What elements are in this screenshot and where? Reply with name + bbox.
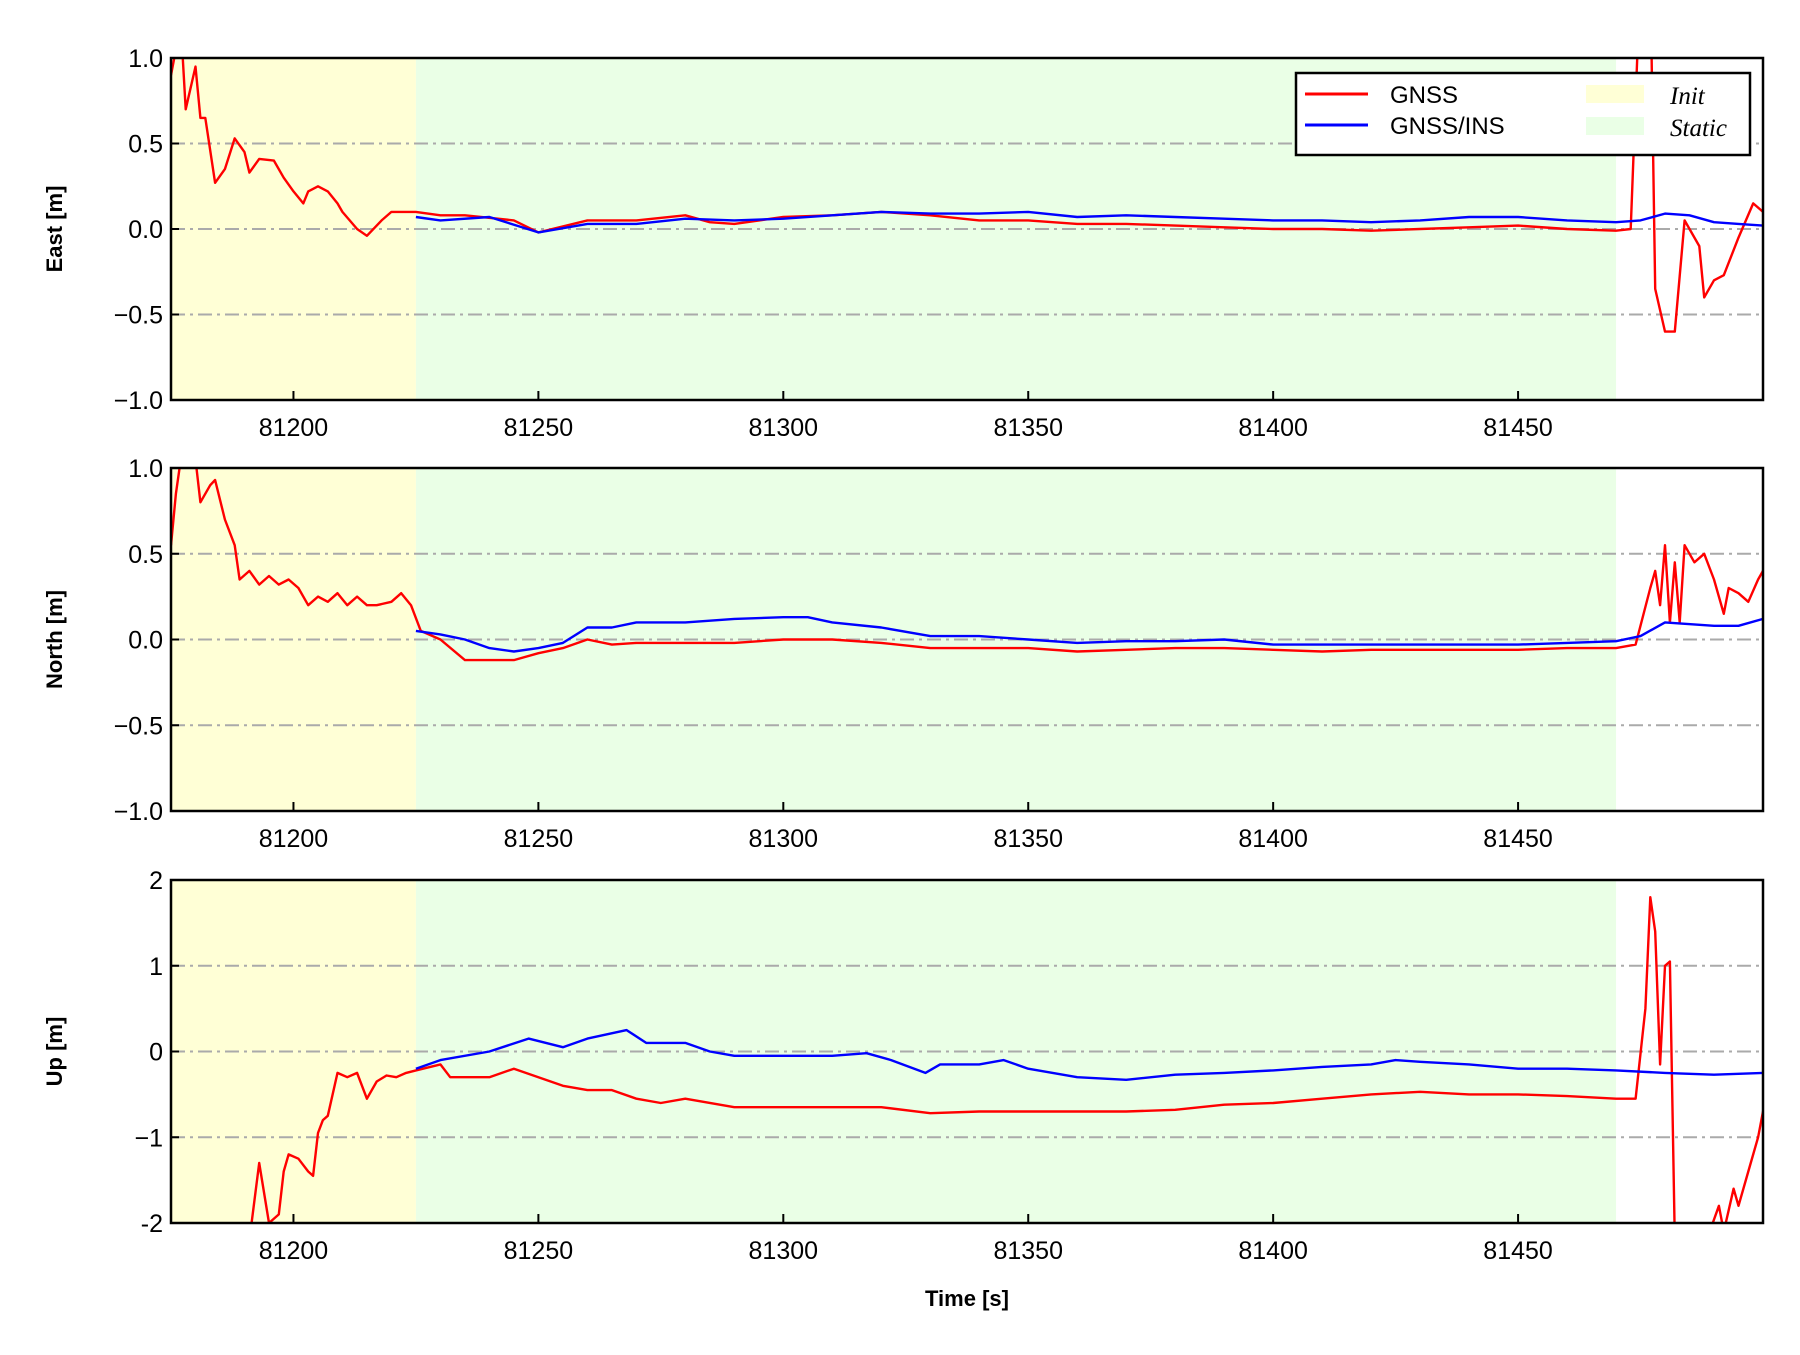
y-tick-label: −0.5 xyxy=(114,302,163,330)
axes-frame xyxy=(169,56,1765,402)
y-tick-label: −1 xyxy=(134,1124,163,1152)
x-tick-label: 81250 xyxy=(504,825,574,853)
x-tick-label: 81200 xyxy=(259,1237,329,1265)
y-axis-label: North [m] xyxy=(42,590,67,689)
x-tick-label: 81300 xyxy=(749,825,819,853)
x-tick-label: 81400 xyxy=(1238,1237,1308,1265)
y-axis-label: Up [m] xyxy=(42,1017,67,1087)
legend-frame xyxy=(1294,71,1752,157)
y-tick-label: 1.0 xyxy=(128,455,163,483)
y-axis-label: East [m] xyxy=(42,186,67,273)
y-tick-label: 0.0 xyxy=(128,216,163,244)
x-tick-label: 81400 xyxy=(1238,414,1308,442)
panel-1: 1.0 0.5 0.0 −0.5 −1.0 81200 81250 81300 81350 814… xyxy=(42,455,1765,853)
axes-frame xyxy=(169,466,1765,813)
y-tick-label: −1.0 xyxy=(114,387,163,415)
y-tick-label: 1.0 xyxy=(128,45,163,73)
x-tick-label: 81450 xyxy=(1483,414,1553,442)
x-tick-label: 81450 xyxy=(1483,825,1553,853)
y-tick-label: 0.0 xyxy=(128,627,163,655)
series-gnss xyxy=(171,58,1763,333)
y-tick-label: 2 xyxy=(149,867,163,895)
x-tick-label: 81450 xyxy=(1483,1237,1553,1265)
legend-gnss-label: GNSS xyxy=(1390,82,1458,109)
y-tick-label: 0.5 xyxy=(128,541,163,569)
x-axis-label: Time [s] xyxy=(925,1286,1009,1311)
legend-static-label: Static xyxy=(1670,115,1727,142)
series-gnss-ins xyxy=(415,1028,1763,1081)
x-tick-label: 81350 xyxy=(993,825,1063,853)
legend-init-label: Init xyxy=(1669,83,1706,110)
panel-2: 2 1 0 −1 -2 81200 81250 81300 81350 81400 81450 Up … xyxy=(42,867,1765,1265)
series-gnss-ins xyxy=(415,616,1763,653)
y-tick-label: 0 xyxy=(149,1039,163,1067)
series-gnss-ins xyxy=(415,210,1763,234)
x-tick-label: 81300 xyxy=(749,414,819,442)
panel-0: 1.0 0.5 0.0 −0.5 −1.0 81200 81250 81300 81350 814… xyxy=(42,45,1765,442)
legend-gnssins-label: GNSS/INS xyxy=(1390,113,1505,140)
x-tick-label: 81200 xyxy=(259,414,329,442)
x-tick-label: 81200 xyxy=(259,825,329,853)
legend-init-patch xyxy=(1586,85,1644,103)
x-tick-label: 81400 xyxy=(1238,825,1308,853)
legend-static-patch xyxy=(1586,117,1644,135)
axes-frame xyxy=(169,878,1765,1225)
y-tick-label: −1.0 xyxy=(114,798,163,826)
y-tick-label: -2 xyxy=(141,1210,163,1238)
legend: GNSS GNSS/INS Init Static xyxy=(1294,71,1752,157)
x-tick-label: 81350 xyxy=(993,414,1063,442)
y-tick-label: 0.5 xyxy=(128,131,163,159)
x-tick-label: 81300 xyxy=(749,1237,819,1265)
x-tick-label: 81250 xyxy=(504,414,574,442)
series-gnss xyxy=(250,896,1763,1223)
x-tick-label: 81350 xyxy=(993,1237,1063,1265)
x-tick-label: 81250 xyxy=(504,1237,574,1265)
series-gnss xyxy=(171,468,1763,662)
y-tick-label: 1 xyxy=(149,953,163,981)
y-tick-label: −0.5 xyxy=(114,712,163,740)
